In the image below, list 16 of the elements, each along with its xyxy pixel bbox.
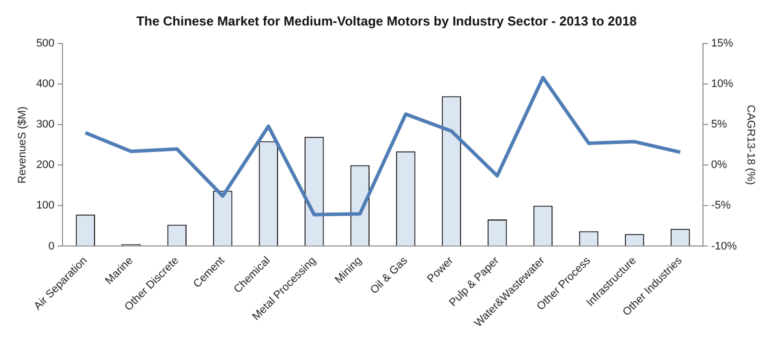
y2-tick-label: 10% (711, 78, 734, 90)
y2-tick-label: 5% (711, 118, 728, 131)
y-tick-label: 400 (36, 78, 55, 90)
x-tick-label: Oil & Gas (368, 254, 410, 296)
y-tick-label: 0 (48, 240, 55, 252)
y-tick-label: 100 (36, 200, 55, 212)
y2-tick-label: -10% (711, 240, 738, 252)
y-tick-label: 500 (36, 38, 55, 50)
y2-tick-label: -5% (711, 200, 731, 212)
y2-tick-label: 15% (711, 38, 734, 50)
y-axis-title: RevenueS ($M) (16, 106, 29, 184)
y-tick-label: 300 (36, 118, 55, 131)
y2-axis-title: CAGR13-18 (%) (744, 104, 756, 185)
y-tick-label: 200 (36, 159, 55, 172)
y2-tick-label: 0% (711, 159, 728, 172)
chart-title: The Chinese Market for Medium-Voltage Motors by Industry Sector - 2013 to 2018 (136, 13, 637, 28)
